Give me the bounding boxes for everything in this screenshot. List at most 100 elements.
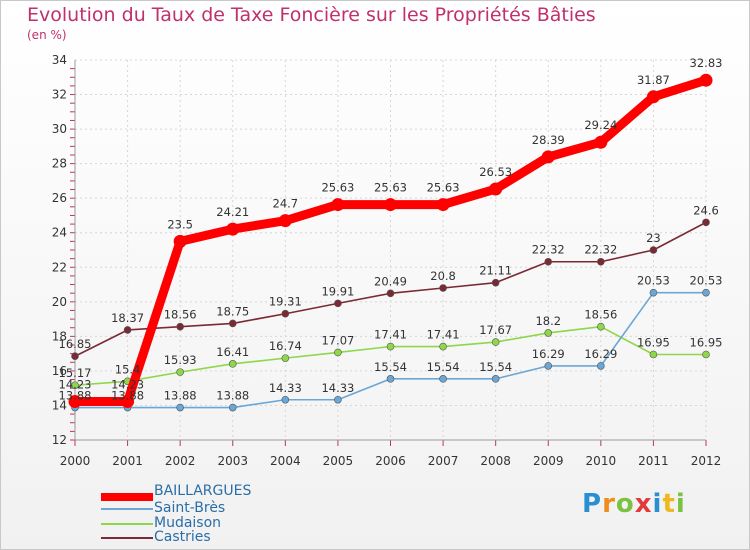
data-point-baillargues — [331, 198, 345, 212]
x-tick-label: 2003 — [217, 454, 248, 468]
data-label-saint-br-s: 13.88 — [216, 389, 249, 403]
data-point-saint-br-s — [491, 375, 500, 383]
data-label-castries: 20.49 — [374, 274, 407, 288]
y-tick-label: 32 — [52, 88, 67, 102]
data-label-saint-br-s: 14.33 — [321, 381, 354, 395]
data-label-mudaison: 17.07 — [321, 333, 354, 347]
data-point-castries — [334, 299, 342, 308]
legend-item-castries: Castries — [154, 529, 211, 545]
data-point-castries — [649, 246, 658, 254]
data-label-mudaison: 15.17 — [59, 366, 92, 380]
data-point-baillargues — [699, 73, 713, 87]
data-point-mudaison — [281, 354, 290, 362]
x-tick-label: 2012 — [691, 454, 722, 468]
data-label-baillargues: 26.53 — [479, 165, 512, 179]
data-label-baillargues: 24.21 — [216, 205, 249, 219]
x-tick-label: 2010 — [586, 454, 617, 468]
data-label-castries: 19.91 — [321, 284, 354, 298]
x-tick-label: 2000 — [60, 454, 91, 468]
data-label-saint-br-s: 16.29 — [532, 347, 565, 361]
data-point-baillargues — [68, 394, 82, 408]
data-point-saint-br-s — [281, 395, 290, 404]
data-label-castries: 18.37 — [111, 311, 144, 325]
y-tick-label: 28 — [52, 157, 67, 171]
data-label-baillargues: 25.63 — [427, 181, 460, 195]
y-tick-label: 34 — [52, 53, 67, 67]
y-tick-label: 22 — [52, 260, 67, 274]
data-point-baillargues — [489, 182, 503, 196]
data-label-castries: 23 — [646, 231, 661, 245]
x-tick-label: 2004 — [270, 454, 301, 468]
data-point-baillargues — [384, 198, 397, 212]
data-label-mudaison: 16.41 — [216, 345, 249, 359]
data-point-castries — [123, 326, 132, 334]
data-point-saint-br-s — [176, 403, 184, 412]
data-point-saint-br-s — [544, 362, 553, 370]
data-label-mudaison: 15.4 — [115, 362, 141, 376]
data-point-mudaison — [228, 360, 237, 368]
data-label-saint-br-s: 13.88 — [111, 389, 144, 403]
data-label-baillargues: 14.23 — [59, 377, 92, 391]
data-label-castries: 18.75 — [216, 304, 249, 318]
data-label-saint-br-s: 16.29 — [584, 347, 617, 361]
legend-swatch-baillargues — [101, 493, 153, 501]
data-label-saint-br-s: 14.33 — [269, 381, 302, 395]
data-point-castries — [386, 289, 395, 298]
data-label-saint-br-s: 15.54 — [374, 360, 407, 374]
x-tick-label: 2002 — [165, 454, 196, 468]
data-label-castries: 20.8 — [430, 269, 456, 283]
y-tick-label: 18 — [52, 329, 67, 343]
legend-item-baillargues: BAILLARGUES — [154, 483, 252, 499]
data-point-mudaison — [176, 368, 184, 376]
data-label-castries: 22.32 — [532, 243, 565, 257]
chart-title: Evolution du Taux de Taxe Foncière sur l… — [27, 4, 596, 26]
data-label-saint-br-s: 20.53 — [637, 274, 670, 288]
legend-swatch-mudaison — [101, 523, 153, 525]
x-tick-label: 2009 — [533, 454, 564, 468]
data-point-castries — [597, 257, 605, 266]
y-tick-label: 12 — [52, 433, 67, 447]
data-label-mudaison: 16.95 — [690, 336, 723, 350]
legend-swatch-castries — [101, 537, 153, 539]
data-label-mudaison: 17.41 — [374, 328, 407, 342]
data-point-baillargues — [436, 198, 450, 212]
data-label-mudaison: 16.74 — [269, 339, 302, 353]
data-label-saint-br-s: 13.88 — [164, 389, 197, 403]
data-point-mudaison — [544, 329, 553, 337]
data-label-saint-br-s: 15.54 — [427, 360, 460, 374]
data-label-castries: 24.6 — [693, 203, 719, 217]
data-point-castries — [544, 257, 553, 266]
data-point-castries — [228, 319, 237, 328]
data-label-mudaison: 17.67 — [479, 323, 512, 337]
data-label-castries: 21.11 — [479, 264, 512, 278]
legend-swatch-saint-bres — [101, 508, 153, 510]
data-point-castries — [281, 309, 290, 318]
data-label-mudaison: 16.95 — [637, 336, 670, 350]
y-tick-label: 26 — [52, 191, 67, 205]
y-tick-label: 20 — [52, 295, 67, 309]
data-point-mudaison — [334, 348, 342, 357]
data-point-saint-br-s — [702, 288, 710, 297]
data-point-saint-br-s — [439, 375, 447, 383]
x-tick-label: 2006 — [375, 454, 406, 468]
data-point-baillargues — [541, 150, 555, 164]
data-label-baillargues: 29.24 — [584, 118, 617, 132]
data-point-castries — [702, 218, 710, 227]
data-point-saint-br-s — [386, 375, 395, 383]
data-label-baillargues: 32.83 — [690, 56, 723, 70]
data-label-castries: 19.31 — [269, 295, 302, 309]
data-point-saint-br-s — [334, 395, 342, 404]
data-label-mudaison: 18.2 — [535, 314, 561, 328]
data-point-castries — [71, 352, 79, 361]
y-tick-label: 24 — [52, 226, 67, 240]
y-tick-label: 14 — [52, 398, 67, 412]
data-label-castries: 18.56 — [164, 308, 197, 322]
data-point-saint-br-s — [228, 403, 237, 412]
data-point-baillargues — [594, 135, 608, 149]
data-point-mudaison — [71, 381, 79, 390]
data-label-baillargues: 25.63 — [374, 181, 407, 195]
data-point-baillargues — [173, 234, 187, 248]
data-label-baillargues: 25.63 — [321, 181, 354, 195]
